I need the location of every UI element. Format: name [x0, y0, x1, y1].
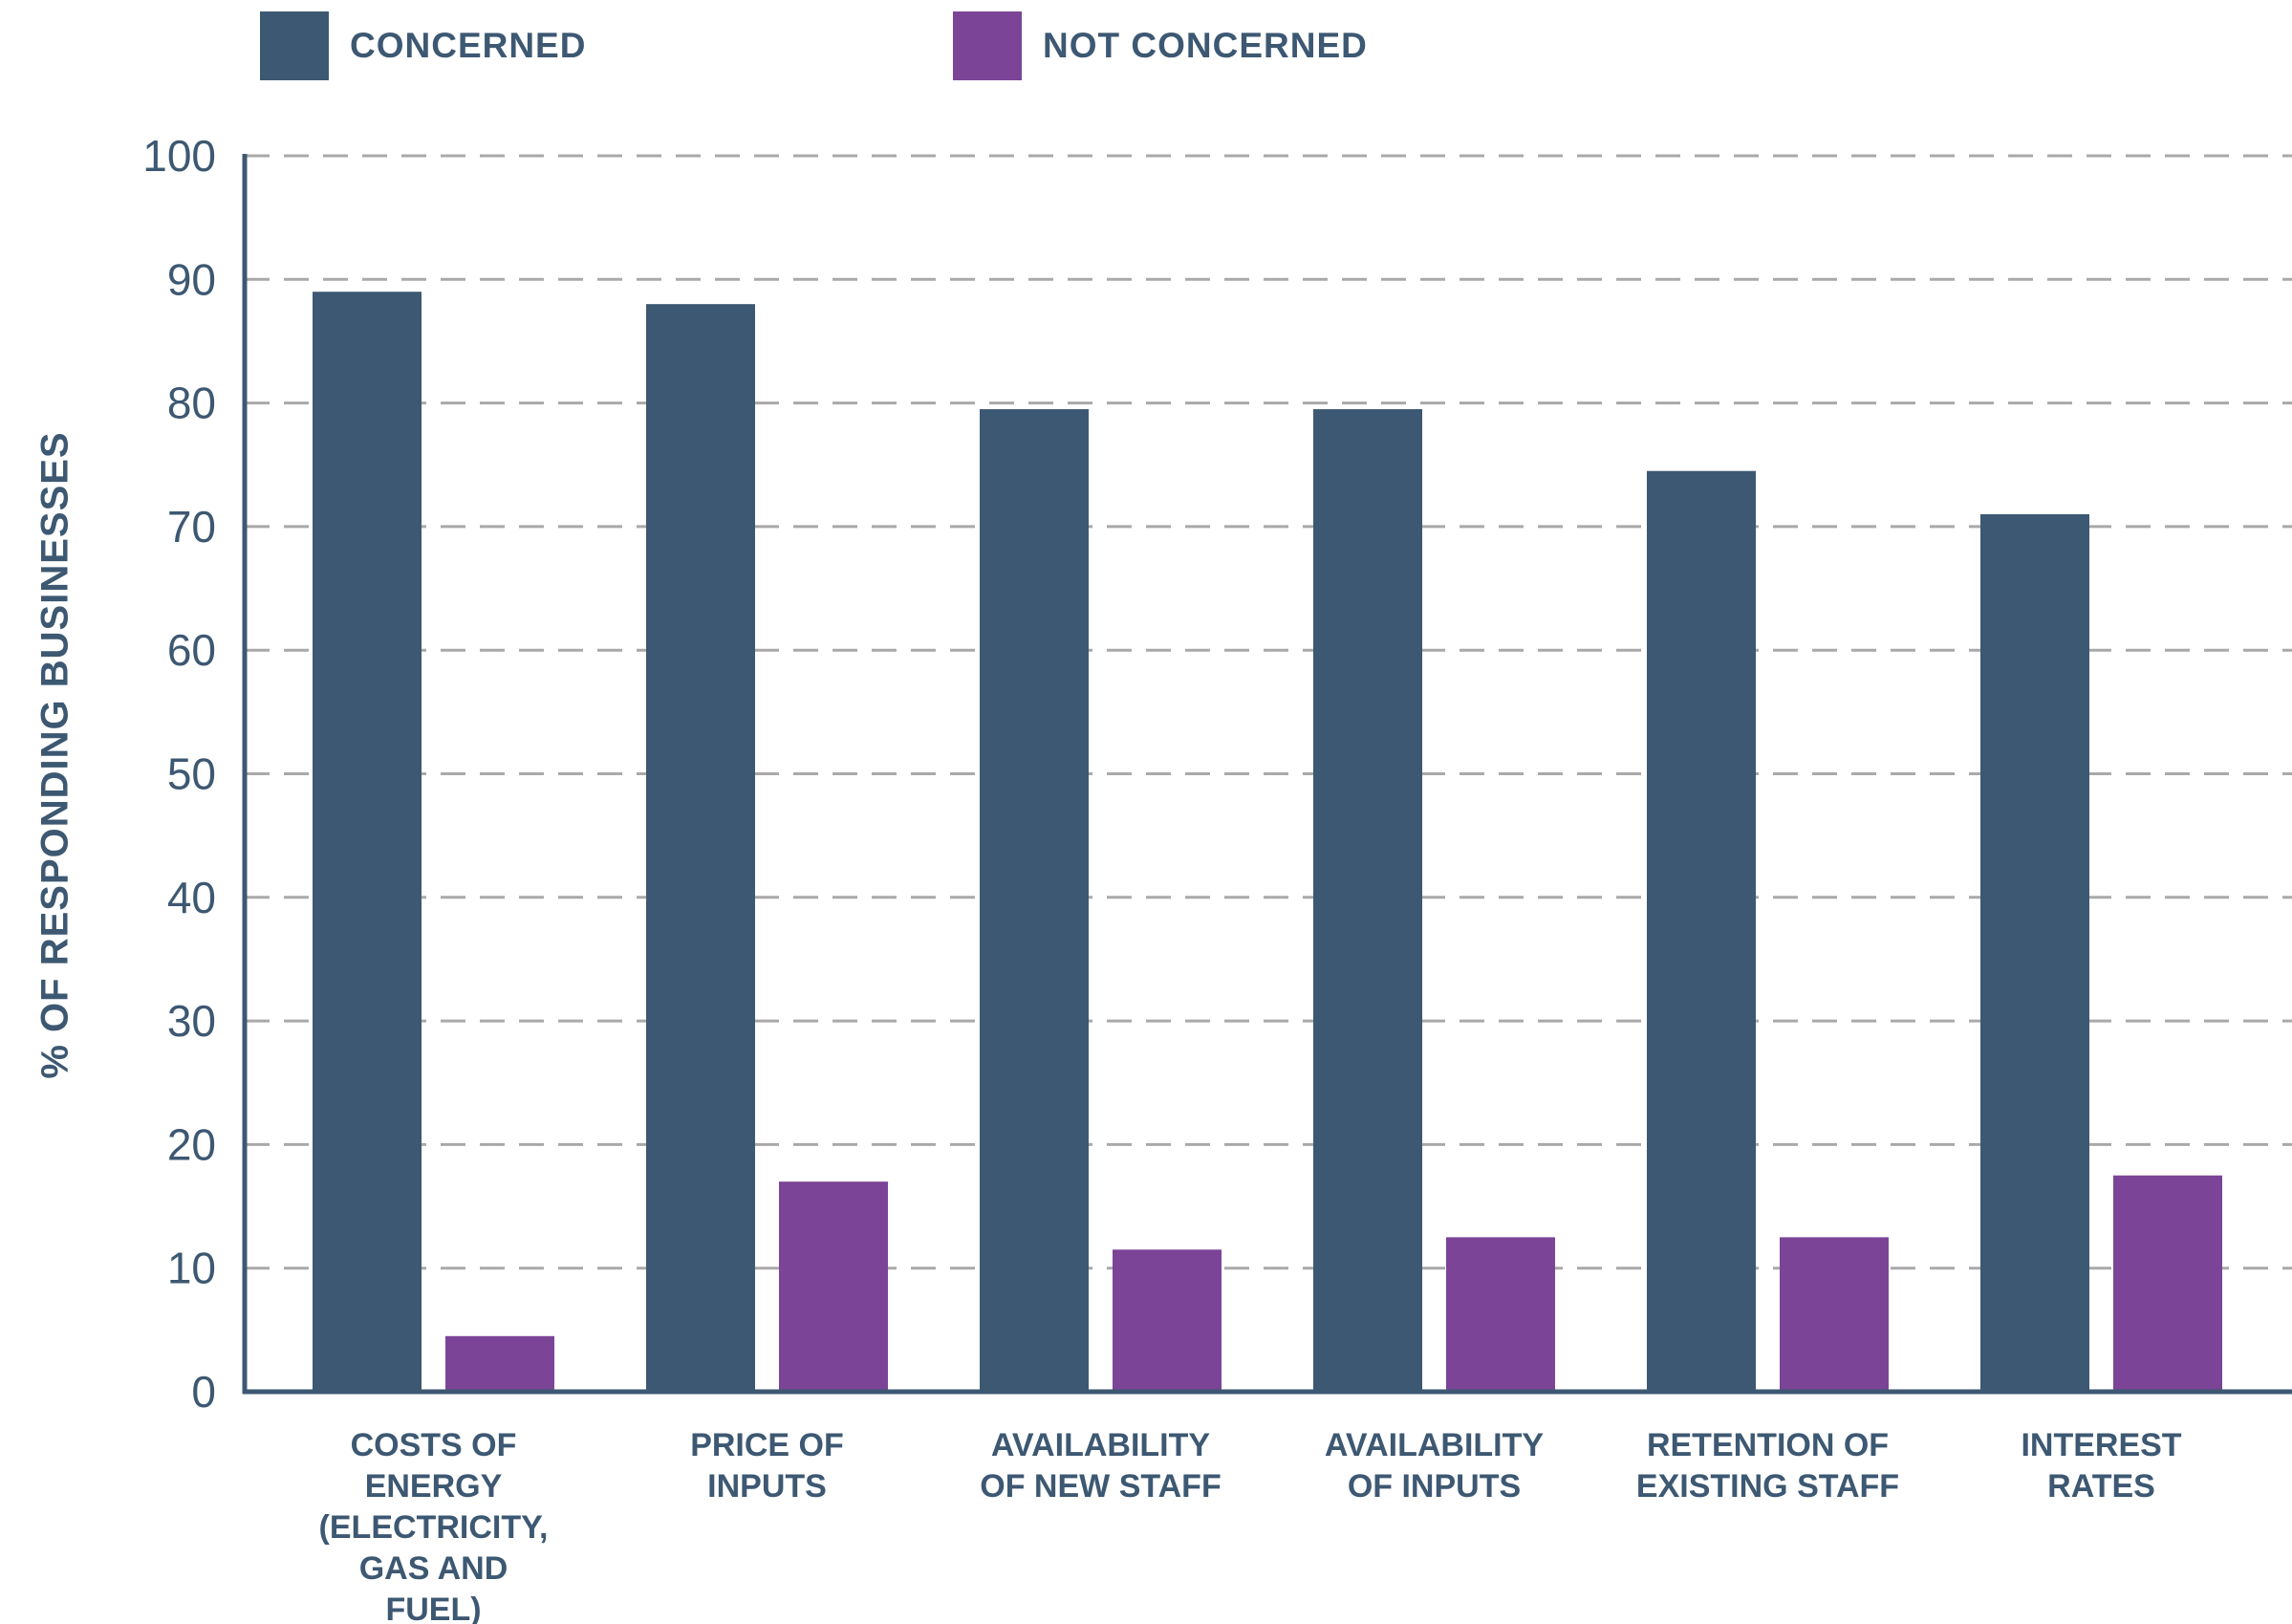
legend-swatch-concerned [260, 11, 329, 80]
x-tick-label-4: RETENTION OF EXISTING STAFF [1636, 1427, 1899, 1505]
y-tick-label-20: 20 [167, 1119, 216, 1169]
y-tick-label-90: 90 [167, 254, 216, 304]
legend-label-not-concerned: NOT CONCERNED [1043, 26, 1368, 65]
bar-not-concerned-4 [1780, 1237, 1889, 1392]
legend-swatch-not-concerned [953, 11, 1022, 80]
bar-not-concerned-2 [1113, 1249, 1222, 1392]
y-tick-label-60: 60 [167, 625, 216, 675]
bar-not-concerned-3 [1446, 1237, 1555, 1392]
x-tick-label-5: INTEREST RATES [2021, 1427, 2181, 1505]
x-tick-label-1: PRICE OF INPUTS [690, 1427, 844, 1505]
bar-not-concerned-5 [2113, 1175, 2222, 1392]
bar-not-concerned-1 [779, 1181, 888, 1392]
y-tick-label-70: 70 [167, 502, 216, 552]
x-tick-label-0: COSTS OF ENERGY (ELECTRICITY, GAS AND FUEL) [319, 1427, 549, 1624]
y-tick-label-10: 10 [167, 1244, 216, 1293]
bar-not-concerned-0 [445, 1335, 554, 1392]
bar-concerned-4 [1647, 470, 1756, 1393]
y-tick-label-40: 40 [167, 873, 216, 922]
bar-concerned-0 [313, 292, 422, 1393]
legend-not-concerned: NOT CONCERNED [953, 11, 1368, 80]
y-tick-label-50: 50 [167, 749, 216, 799]
bar-concerned-3 [1313, 409, 1422, 1393]
y-tick-label-30: 30 [167, 996, 216, 1046]
y-tick-label-100: 100 [142, 131, 216, 181]
bar-concerned-2 [980, 409, 1089, 1393]
y-tick-label-80: 80 [167, 379, 216, 428]
bar-concerned-5 [1980, 513, 2089, 1392]
legend-concerned: CONCERNED [260, 11, 586, 80]
y-tick-label-0: 0 [191, 1367, 216, 1417]
bar-concerned-1 [646, 304, 755, 1392]
legend-label-concerned: CONCERNED [350, 26, 587, 65]
x-tick-label-3: AVAILABILITY OF INPUTS [1325, 1427, 1544, 1505]
x-tick-label-2: AVAILABILITY OF NEW STAFF [980, 1427, 1221, 1505]
